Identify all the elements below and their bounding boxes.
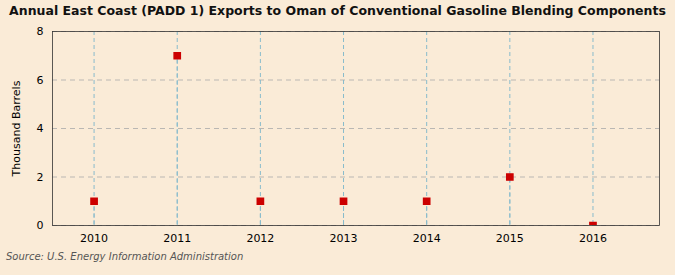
svg-text:Thousand Barrels: Thousand Barrels bbox=[10, 80, 23, 177]
svg-text:2015: 2015 bbox=[496, 232, 524, 245]
svg-text:4: 4 bbox=[37, 122, 44, 135]
svg-text:2: 2 bbox=[37, 171, 44, 184]
svg-text:2016: 2016 bbox=[579, 232, 607, 245]
svg-text:8: 8 bbox=[37, 25, 44, 38]
svg-text:2014: 2014 bbox=[413, 232, 441, 245]
svg-text:0: 0 bbox=[37, 219, 44, 232]
svg-text:2012: 2012 bbox=[246, 232, 274, 245]
html-text:Source: U.S. Energy Informatio: Source: U.S. Energy Information Administ… bbox=[6, 251, 244, 262]
svg-text:6: 6 bbox=[37, 74, 44, 87]
svg-text:2011: 2011 bbox=[163, 232, 191, 245]
svg-text:2010: 2010 bbox=[80, 232, 108, 245]
svg-text:2013: 2013 bbox=[330, 232, 358, 245]
html-text:Annual East Coast (PADD 1) Exp: Annual East Coast (PADD 1) Exports to Om… bbox=[9, 3, 666, 18]
